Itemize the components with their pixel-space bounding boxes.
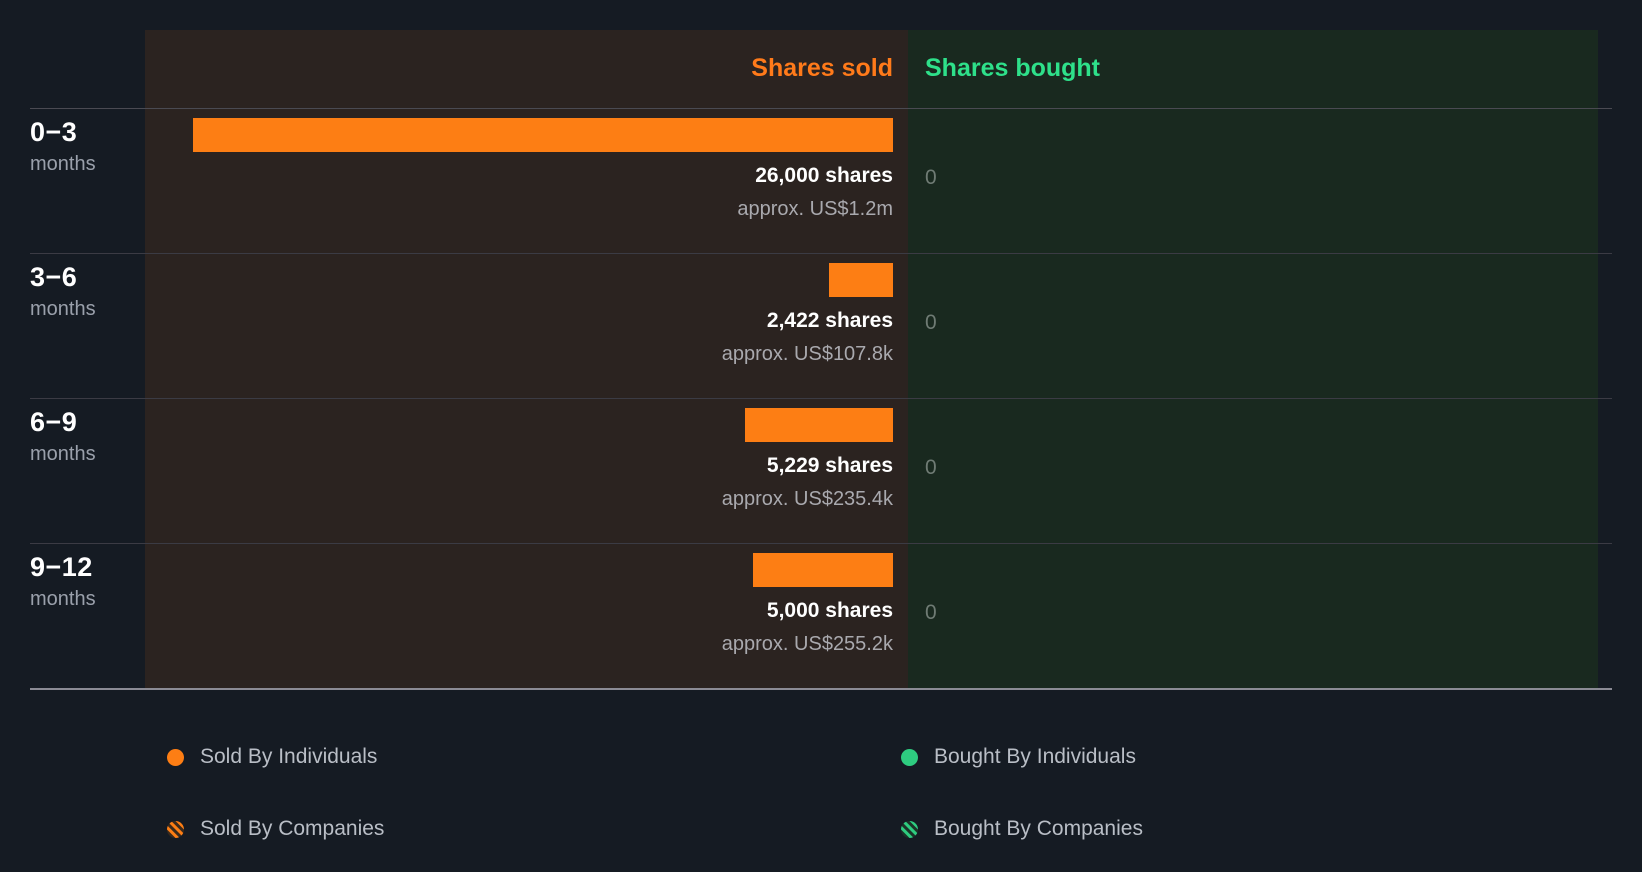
row-label-9-12: 9−12 months (30, 551, 140, 612)
row-label-0-3: 0−3 months (30, 116, 140, 177)
chart-legend: Sold By Individuals Sold By Companies (0, 700, 1642, 872)
row-unit: months (30, 153, 96, 175)
bar-track (145, 553, 893, 587)
legend-label: Sold By Individuals (200, 745, 378, 768)
sold-individuals-circle-icon (167, 748, 184, 766)
bought-shares-value: 0 (925, 166, 937, 189)
bar-track (145, 408, 893, 442)
legend-item-bought-by-companies[interactable]: Bought By Companies (901, 817, 1143, 841)
sold-shares-value: 2,422 shares (766, 309, 893, 332)
sold-values: 5,229 shares approx. US$235.4k (145, 452, 893, 512)
legend-item-sold-by-individuals[interactable]: Sold By Individuals (167, 745, 377, 769)
sold-approx-value: approx. US$1.2m (737, 198, 893, 220)
shares-sold-column-header: Shares sold (751, 54, 893, 82)
row-range: 6−9 (30, 407, 78, 437)
sold-values: 26,000 shares approx. US$1.2m (145, 162, 893, 222)
row-divider (30, 108, 1612, 109)
row-unit: months (30, 588, 96, 610)
table-row: 0−3 months 26,000 shares approx. US$1.2m… (0, 108, 1642, 253)
sold-bar[interactable] (829, 263, 893, 297)
row-range: 9−12 (30, 552, 93, 582)
axis-baseline (30, 688, 1612, 690)
row-divider (30, 543, 1612, 544)
row-label-3-6: 3−6 months (30, 261, 140, 322)
sold-values: 5,000 shares approx. US$255.2k (145, 597, 893, 657)
bought-shares-value: 0 (925, 311, 937, 334)
bar-track (145, 263, 893, 297)
sold-approx-value: approx. US$235.4k (721, 488, 893, 510)
chart-rows: 0−3 months 26,000 shares approx. US$1.2m… (0, 108, 1642, 690)
row-label-6-9: 6−9 months (30, 406, 140, 467)
table-row: 9−12 months 5,000 shares approx. US$255.… (0, 543, 1642, 688)
row-range: 3−6 (30, 262, 78, 292)
row-range: 0−3 (30, 117, 78, 147)
bar-track (145, 118, 893, 152)
legend-label: Bought By Individuals (934, 745, 1136, 768)
sold-shares-value: 26,000 shares (755, 164, 893, 187)
sold-approx-value: approx. US$255.2k (721, 633, 893, 655)
shares-bought-column-background (908, 30, 1598, 688)
legend-label: Sold By Companies (200, 817, 385, 840)
shares-bought-column-header: Shares bought (925, 54, 1101, 82)
bought-shares-value: 0 (925, 601, 937, 624)
sold-bar[interactable] (193, 118, 893, 152)
row-unit: months (30, 298, 96, 320)
legend-label: Bought By Companies (934, 817, 1143, 840)
bought-shares-value: 0 (925, 456, 937, 479)
bought-individuals-circle-icon (901, 748, 918, 766)
legend-item-bought-by-individuals[interactable]: Bought By Individuals (901, 745, 1136, 769)
sold-bar[interactable] (745, 408, 893, 442)
sold-values: 2,422 shares approx. US$107.8k (145, 307, 893, 367)
row-divider (30, 253, 1612, 254)
sold-bar[interactable] (753, 553, 893, 587)
sold-companies-hatched-circle-icon (167, 820, 184, 838)
table-row: 3−6 months 2,422 shares approx. US$107.8… (0, 253, 1642, 398)
sold-shares-value: 5,229 shares (766, 454, 893, 477)
bought-companies-hatched-circle-icon (901, 820, 918, 838)
table-row: 6−9 months 5,229 shares approx. US$235.4… (0, 398, 1642, 543)
legend-item-sold-by-companies[interactable]: Sold By Companies (167, 817, 384, 841)
sold-shares-value: 5,000 shares (766, 599, 893, 622)
row-divider (30, 398, 1612, 399)
sold-approx-value: approx. US$107.8k (721, 343, 893, 365)
row-unit: months (30, 443, 96, 465)
